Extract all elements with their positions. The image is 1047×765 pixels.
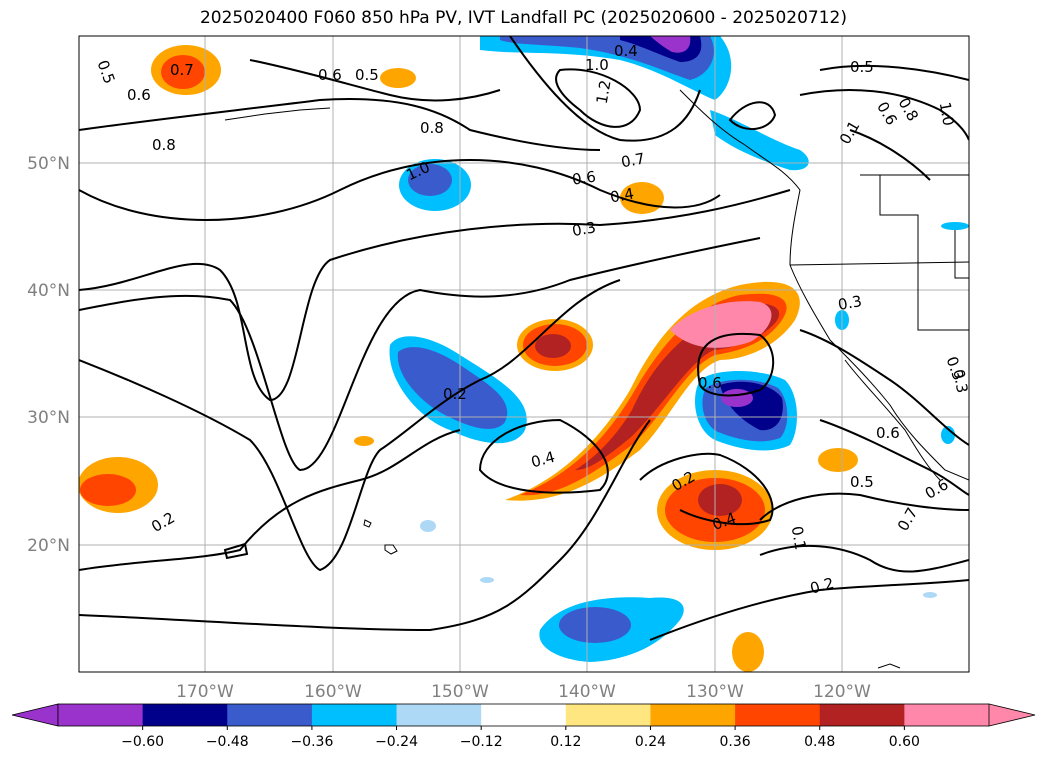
latitude-labels: 50°N 40°N 30°N 20°N: [27, 154, 70, 556]
colorbar-tick-label: 0.36: [720, 734, 751, 750]
graticule: [79, 36, 969, 672]
lon-label: 120°W: [813, 682, 871, 702]
contour-label: 0.4: [529, 448, 557, 472]
colorbar-tick-label: 0.48: [804, 734, 835, 750]
contour-label: 1.0: [936, 101, 958, 128]
colorbar-tick-label: −0.24: [375, 734, 418, 750]
contour-label: 0.6: [698, 374, 722, 392]
longitude-labels: 170°W 160°W 150°W 140°W 130°W 120°W: [176, 682, 871, 702]
contour-label: 0.6: [318, 66, 342, 84]
contour-label: 1.2: [593, 79, 615, 106]
colorbar-segment: [904, 704, 990, 726]
contour-label: 0.8: [152, 136, 176, 154]
colorbar-tick-label: −0.60: [121, 734, 164, 750]
colorbar-segment: [227, 704, 313, 726]
colorbar-segment: [650, 704, 736, 726]
lon-label: 130°W: [686, 682, 744, 702]
lon-label: 170°W: [176, 682, 234, 702]
colorbar-tick-label: −0.12: [460, 734, 503, 750]
contour-label: 0.3: [949, 368, 971, 395]
lon-label: 140°W: [558, 682, 616, 702]
colorbar-tick-label: 0.60: [889, 734, 920, 750]
contour-label: 0.6: [876, 424, 900, 442]
lon-label: 160°W: [304, 682, 362, 702]
contour-label: 0.3: [837, 292, 864, 314]
lat-label: 40°N: [27, 281, 70, 301]
contour-label: 0.2: [808, 574, 836, 598]
colorbar-segment: [565, 704, 651, 726]
colorbar-tick-label: −0.48: [206, 734, 249, 750]
contour-label: 0.4: [614, 42, 638, 60]
contour-label: 0.7: [620, 149, 647, 171]
contour-label: 0.7: [170, 61, 194, 79]
colorbar-left-extension: [11, 703, 59, 727]
contour-label: 1.0: [585, 56, 609, 74]
map-title: 2025020400 F060 850 hPa PV, IVT Landfall…: [199, 8, 847, 28]
map-frame: [78, 35, 970, 673]
lon-label: 150°W: [431, 682, 489, 702]
colorbar-segment: [481, 704, 567, 726]
contour-label: 0.4: [609, 185, 636, 207]
contour-label: 0.6: [571, 168, 597, 189]
lat-label: 50°N: [27, 154, 70, 174]
colorbar-tick-label: −0.36: [290, 734, 333, 750]
colorbar-segment: [58, 704, 144, 726]
lat-label: 20°N: [27, 536, 70, 556]
colorbar-segment: [311, 704, 398, 726]
colorbar: −0.60 −0.48 −0.36 −0.24 −0.12 0.12 0.24 0.36 0.4…: [11, 703, 1036, 750]
colorbar-segment: [819, 704, 905, 726]
contour-label: 0.8: [420, 119, 444, 137]
colorbar-segment: [142, 704, 228, 726]
colorbar-right-extension: [988, 703, 1036, 727]
lat-label: 30°N: [27, 408, 70, 428]
colorbar-segment: [396, 704, 482, 726]
coastlines: [224, 89, 969, 669]
contour-label: 0.5: [850, 473, 874, 491]
contour-label: 0.5: [850, 58, 874, 76]
contour-label: 0.3: [571, 218, 598, 240]
colorbar-tick-label: 0.12: [550, 734, 581, 750]
contour-label: 0.2: [443, 385, 467, 403]
colorbar-segment: [735, 704, 821, 726]
contour-label: 0.1: [788, 525, 810, 552]
contour-lines: [79, 36, 969, 641]
colorbar-tick-label: 0.24: [635, 734, 666, 750]
contour-label: 0.6: [127, 86, 151, 104]
contour-label: 0.5: [355, 66, 379, 84]
